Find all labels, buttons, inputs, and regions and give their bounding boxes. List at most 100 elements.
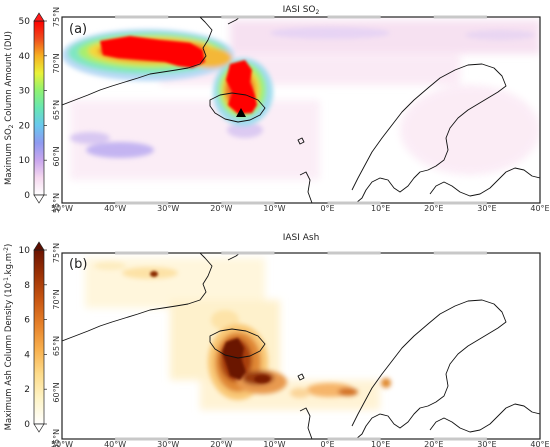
ash-patch-greenland2 bbox=[94, 262, 126, 270]
frame-band-bottom bbox=[327, 437, 381, 441]
ash-spot-norway bbox=[381, 378, 391, 388]
y-tick-label: 65°N bbox=[52, 100, 61, 120]
frame-band-bottom bbox=[327, 201, 381, 205]
panel-a-title: IASI SO2 bbox=[283, 5, 320, 16]
x-tick-label: 30°E bbox=[477, 204, 496, 213]
panel-b-axes: 50°W 40°W 30°W 20°W 10°W 0°E 10°E 20°E 30°E 40°E 5… bbox=[51, 243, 550, 447]
y-tick-label: 70°N bbox=[52, 289, 61, 309]
ash-spot-greenland-dark bbox=[150, 271, 158, 277]
x-tick-label: 20°E bbox=[424, 440, 443, 447]
panel-a-coastlines bbox=[62, 17, 540, 203]
y-tick-label: 75°N bbox=[52, 7, 61, 27]
so2-haze-south bbox=[70, 100, 320, 180]
so2-core-north bbox=[226, 60, 257, 114]
frame-band-bottom bbox=[221, 201, 275, 205]
colorbar-tick-label: 0 bbox=[24, 420, 30, 430]
volcano-marker bbox=[236, 108, 246, 117]
x-tick-label: 0°E bbox=[320, 440, 334, 447]
colorbar-a: 0 10 20 30 40 50 Maximum SO2 Column Amount (D… bbox=[4, 12, 47, 204]
so2-patch-c bbox=[227, 122, 263, 138]
colorbar-a-bar bbox=[33, 20, 45, 196]
frame-band-top bbox=[327, 251, 381, 255]
x-tick-label: 0°E bbox=[320, 204, 334, 213]
frame-band-bottom bbox=[433, 201, 487, 205]
frame-band-bottom bbox=[221, 437, 275, 441]
x-tick-label: 10°E bbox=[371, 204, 390, 213]
frame-band-top bbox=[115, 251, 169, 255]
panel-a-label: (a) bbox=[69, 22, 87, 37]
colorbar-b-bar bbox=[33, 249, 45, 425]
panel-b-label: (b) bbox=[69, 257, 87, 272]
colorbar-tick-label: 4 bbox=[24, 350, 30, 360]
colorbar-tick-label: 40 bbox=[19, 52, 31, 62]
panel-b: IASI Ash bbox=[3, 233, 550, 447]
x-tick-label: 40°W bbox=[104, 204, 126, 213]
so2-core-west bbox=[100, 36, 205, 68]
panel-b-coastlines bbox=[62, 253, 540, 439]
y-tick-label: 55°N bbox=[52, 193, 61, 213]
panel-a-axes: 50°W 40°W 30°W 20°W 10°W 0°E 10°E 20°E 30°E 40°E 5… bbox=[51, 7, 550, 213]
frame-band-top bbox=[221, 15, 275, 19]
colorbar-tick-label: 0 bbox=[24, 191, 30, 201]
x-tick-label: 30°W bbox=[157, 204, 179, 213]
x-tick-label: 10°W bbox=[263, 440, 285, 447]
ash-core-tail bbox=[254, 375, 270, 383]
colorbar-a-extend-bottom bbox=[33, 194, 45, 204]
coast-britain-a bbox=[299, 171, 313, 203]
coast-iceland-a bbox=[209, 92, 266, 123]
x-tick-label: 40°E bbox=[530, 440, 549, 447]
colorbar-tick-label: 2 bbox=[24, 385, 30, 395]
frame-band-top bbox=[327, 15, 381, 19]
coast-britain-b bbox=[299, 407, 313, 439]
frame-band-bottom bbox=[433, 437, 487, 441]
frame-band-top bbox=[433, 15, 487, 19]
x-tick-label: 20°W bbox=[210, 204, 232, 213]
colorbar-a-extend-top bbox=[33, 12, 45, 22]
frame-band-top bbox=[221, 251, 275, 255]
colorbar-tick-label: 10 bbox=[19, 156, 31, 166]
ash-spot-west bbox=[290, 388, 310, 398]
coast-baltic-b bbox=[429, 403, 540, 433]
coast-faroe-b bbox=[297, 373, 305, 381]
coast-faroe-a bbox=[297, 137, 305, 145]
y-tick-label: 55°N bbox=[52, 429, 61, 447]
y-tick-label: 70°N bbox=[52, 53, 61, 73]
frame-band-top bbox=[115, 15, 169, 19]
colorbar-a-ticks: 0 10 20 30 40 50 bbox=[19, 17, 47, 201]
x-tick-label: 20°E bbox=[424, 204, 443, 213]
colorbar-b-ticks: 0 2 4 6 8 10 bbox=[19, 246, 47, 430]
x-tick-label: 20°W bbox=[210, 440, 232, 447]
colorbar-tick-label: 8 bbox=[24, 281, 30, 291]
colorbar-tick-label: 6 bbox=[24, 316, 30, 326]
frame-band-bottom bbox=[115, 437, 169, 441]
y-tick-label: 60°N bbox=[52, 146, 61, 166]
panel-b-ash-field bbox=[85, 258, 391, 410]
frame-band-bottom bbox=[115, 201, 169, 205]
ash-core bbox=[222, 338, 246, 380]
colorbar-tick-label: 10 bbox=[19, 246, 31, 256]
colorbar-a-label: Maximum SO2 Column Amount (DU) bbox=[4, 31, 15, 185]
so2-haze-east bbox=[400, 85, 540, 175]
so2-patch-ne2 bbox=[465, 30, 535, 40]
colorbar-tick-label: 50 bbox=[19, 17, 31, 27]
x-tick-label: 40°E bbox=[530, 204, 549, 213]
frame-band-top bbox=[433, 251, 487, 255]
x-tick-label: 10°E bbox=[371, 440, 390, 447]
x-tick-label: 50°W bbox=[51, 204, 73, 213]
colorbar-b-extend-bottom bbox=[33, 423, 45, 433]
x-tick-label: 30°E bbox=[477, 440, 496, 447]
ash-band-east2 bbox=[338, 388, 358, 396]
panel-b-title: IASI Ash bbox=[283, 233, 320, 243]
colorbar-b: 0 2 4 6 8 10 Maximum Ash Column Density (10-1… bbox=[3, 241, 47, 433]
x-tick-label: 50°W bbox=[51, 440, 73, 447]
panel-b-frame bbox=[61, 252, 541, 440]
panel-a-frame bbox=[61, 16, 541, 204]
y-tick-label: 60°N bbox=[52, 382, 61, 402]
x-tick-label: 40°W bbox=[104, 440, 126, 447]
x-tick-label: 10°W bbox=[263, 204, 285, 213]
colorbar-b-extend-top bbox=[33, 241, 45, 251]
coast-greenland-b bbox=[62, 253, 213, 342]
y-tick-label: 75°N bbox=[52, 243, 61, 263]
so2-patch-ne bbox=[270, 27, 390, 39]
